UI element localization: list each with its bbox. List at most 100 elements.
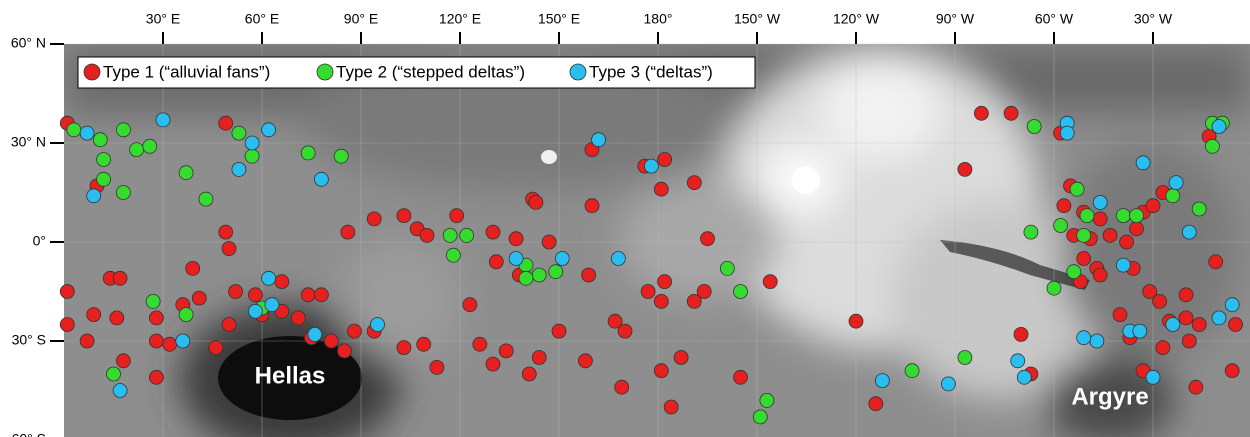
site-point: [697, 285, 711, 299]
site-point: [486, 357, 500, 371]
site-point: [347, 324, 361, 338]
site-point: [509, 252, 523, 266]
site-point: [1011, 354, 1025, 368]
site-point: [1212, 120, 1226, 134]
site-point: [658, 153, 672, 167]
site-point: [87, 189, 101, 203]
site-point: [1120, 235, 1134, 249]
site-point: [1067, 265, 1081, 279]
site-point: [1093, 195, 1107, 209]
site-point: [371, 318, 385, 332]
site-point: [941, 377, 955, 391]
site-point: [1229, 318, 1243, 332]
site-point: [143, 139, 157, 153]
site-point: [176, 334, 190, 348]
site-point: [314, 288, 328, 302]
site-point: [301, 146, 315, 160]
site-point: [1133, 324, 1147, 338]
site-point: [186, 261, 200, 275]
x-tick-label: 120° W: [833, 11, 880, 27]
site-point: [585, 199, 599, 213]
site-point: [664, 400, 678, 414]
site-point: [450, 209, 464, 223]
site-point: [578, 354, 592, 368]
site-point: [1130, 222, 1144, 236]
site-point: [734, 370, 748, 384]
site-point: [522, 367, 536, 381]
site-point: [1189, 380, 1203, 394]
site-point: [1130, 209, 1144, 223]
legend-marker: [570, 64, 586, 80]
site-point: [116, 123, 130, 137]
site-point: [1169, 176, 1183, 190]
site-point: [1070, 182, 1084, 196]
site-point: [80, 334, 94, 348]
site-point: [443, 228, 457, 242]
site-point: [1116, 209, 1130, 223]
site-point: [1103, 228, 1117, 242]
site-point: [654, 294, 668, 308]
x-tick-label: 90° E: [344, 11, 378, 27]
site-point: [1093, 212, 1107, 226]
site-point: [1004, 106, 1018, 120]
site-point: [1113, 308, 1127, 322]
site-point: [687, 176, 701, 190]
site-point: [232, 126, 246, 140]
site-point: [149, 334, 163, 348]
site-point: [1225, 364, 1239, 378]
site-point: [582, 268, 596, 282]
x-tick-label: 30° E: [146, 11, 180, 27]
x-tick-label: 90° W: [936, 11, 975, 27]
y-tick-label: 0°: [33, 233, 46, 249]
site-point: [67, 123, 81, 137]
site-point: [905, 364, 919, 378]
legend-label: Type 2 (“stepped deltas”): [336, 62, 525, 81]
site-point: [1093, 268, 1107, 282]
site-point: [1225, 298, 1239, 312]
site-point: [219, 225, 233, 239]
site-point: [1153, 294, 1167, 308]
site-point: [618, 324, 632, 338]
site-point: [753, 410, 767, 424]
region-label: Argyre: [1071, 383, 1148, 410]
site-point: [1027, 120, 1041, 134]
site-point: [146, 294, 160, 308]
site-point: [1057, 199, 1071, 213]
site-point: [420, 228, 434, 242]
site-point: [1192, 202, 1206, 216]
site-point: [1156, 341, 1170, 355]
site-point: [341, 225, 355, 239]
x-tick-label: 150° W: [734, 11, 781, 27]
site-point: [367, 212, 381, 226]
legend-label: Type 3 (“deltas”): [589, 62, 713, 81]
site-point: [222, 318, 236, 332]
site-point: [549, 265, 563, 279]
site-point: [1212, 311, 1226, 325]
site-point: [179, 308, 193, 322]
site-point: [654, 364, 668, 378]
site-point: [1054, 219, 1068, 233]
site-point: [760, 393, 774, 407]
site-point: [80, 126, 94, 140]
site-point: [262, 123, 276, 137]
site-point: [499, 344, 513, 358]
site-point: [219, 116, 233, 130]
site-point: [291, 311, 305, 325]
site-point: [489, 255, 503, 269]
site-point: [509, 232, 523, 246]
site-point: [701, 232, 715, 246]
site-point: [1146, 370, 1160, 384]
site-point: [245, 136, 259, 150]
site-point: [334, 149, 348, 163]
site-point: [658, 275, 672, 289]
site-point: [1024, 225, 1038, 239]
site-point: [473, 337, 487, 351]
site-point: [446, 248, 460, 262]
y-tick-label: 30° N: [11, 134, 46, 150]
site-point: [519, 271, 533, 285]
site-point: [869, 397, 883, 411]
site-point: [1077, 228, 1091, 242]
site-point: [156, 113, 170, 127]
site-point: [1192, 318, 1206, 332]
site-point: [1182, 334, 1196, 348]
